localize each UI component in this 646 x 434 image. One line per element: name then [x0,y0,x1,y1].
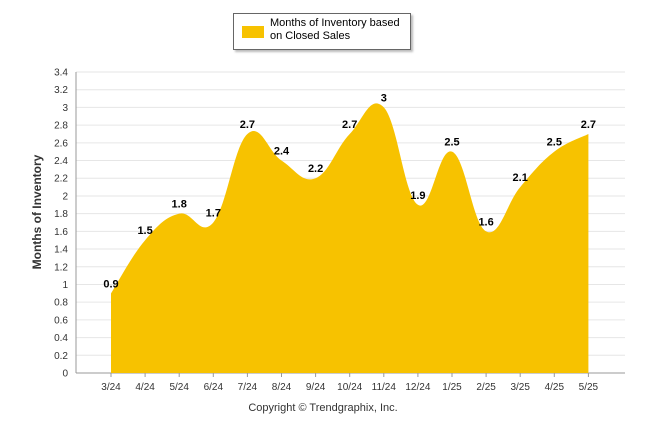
data-label: 2.1 [513,172,528,184]
data-label: 2.2 [308,163,323,175]
x-tick-label: 5/25 [579,382,599,393]
y-tick-label: 3.4 [54,68,68,79]
data-label: 2.4 [274,146,290,158]
data-label: 2.5 [547,137,562,149]
x-tick-label: 3/24 [101,382,121,393]
data-label: 2.7 [342,119,357,131]
legend-label: Months of Inventory based on Closed Sale… [270,17,400,42]
y-tick-label: 2.2 [54,174,68,185]
y-tick-label: 2.8 [54,121,68,132]
data-label: 2.7 [240,119,255,131]
data-label: 1.9 [410,190,425,202]
y-tick-label: 2 [62,191,68,202]
data-label: 1.5 [137,225,152,237]
data-label: 1.6 [478,216,493,228]
y-tick-label: 1.6 [54,227,68,238]
x-tick-label: 1/25 [442,382,462,393]
x-tick-label: 8/24 [272,382,292,393]
y-tick-label: 0.2 [54,351,68,362]
y-tick-label: 1.2 [54,262,68,273]
data-label: 1.7 [206,208,221,220]
y-tick-label: 0.4 [54,333,68,344]
x-tick-label: 5/24 [169,382,189,393]
x-tick-label: 7/24 [238,382,258,393]
x-tick-label: 9/24 [306,382,326,393]
copyright-footer: Copyright © Trendgraphix, Inc. [248,402,398,414]
y-tick-label: 0 [62,369,68,380]
y-tick-label: 1.8 [54,209,68,220]
x-tick-label: 3/25 [510,382,530,393]
data-label: 0.9 [103,278,118,290]
y-tick-label: 1 [62,280,68,291]
x-tick-label: 11/24 [372,382,397,393]
y-tick-label: 2.4 [54,156,68,167]
x-tick-label: 10/24 [337,382,362,393]
y-tick-label: 0.6 [54,315,68,326]
x-tick-label: 4/24 [135,382,155,393]
y-axis-title: Months of Inventory [30,154,44,270]
legend-swatch [242,26,264,38]
y-tick-label: 0.8 [54,298,68,309]
data-label: 2.7 [581,119,596,131]
x-tick-label: 12/24 [405,382,430,393]
y-tick-label: 1.4 [54,245,68,256]
data-label: 2.5 [444,137,459,149]
y-tick-label: 2.6 [54,138,68,149]
chart-legend: Months of Inventory based on Closed Sale… [233,13,411,50]
x-tick-label: 2/25 [476,382,496,393]
y-tick-label: 3 [62,103,68,114]
y-tick-label: 3.2 [54,85,68,96]
data-label: 3 [381,92,387,104]
data-label: 1.8 [172,199,187,211]
x-tick-label: 6/24 [204,382,224,393]
x-tick-label: 4/25 [545,382,565,393]
area-series [111,103,589,374]
